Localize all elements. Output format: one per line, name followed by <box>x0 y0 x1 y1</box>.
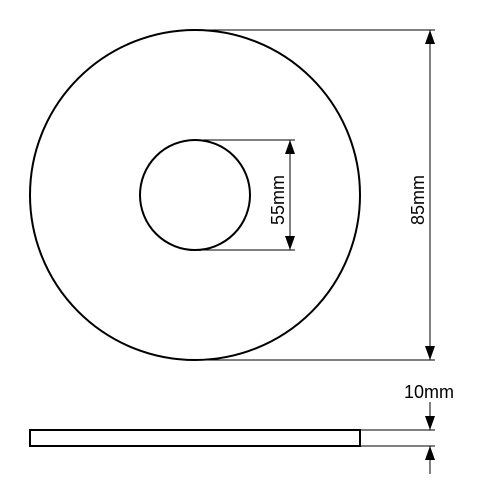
arrow-inner-top <box>285 140 295 154</box>
arrow-outer-bottom <box>425 346 435 360</box>
arrow-thick-top <box>425 416 435 430</box>
side-view-rect <box>30 430 360 446</box>
dim-label-thickness: 10mm <box>404 382 454 402</box>
inner-circle <box>140 140 250 250</box>
dim-label-outer: 85mm <box>408 175 428 225</box>
technical-drawing: 85mm 55mm 10mm <box>0 0 500 500</box>
outer-circle <box>30 30 360 360</box>
arrow-thick-bottom <box>425 446 435 460</box>
arrow-inner-bottom <box>285 236 295 250</box>
arrow-outer-top <box>425 30 435 44</box>
dim-label-inner: 55mm <box>268 175 288 225</box>
